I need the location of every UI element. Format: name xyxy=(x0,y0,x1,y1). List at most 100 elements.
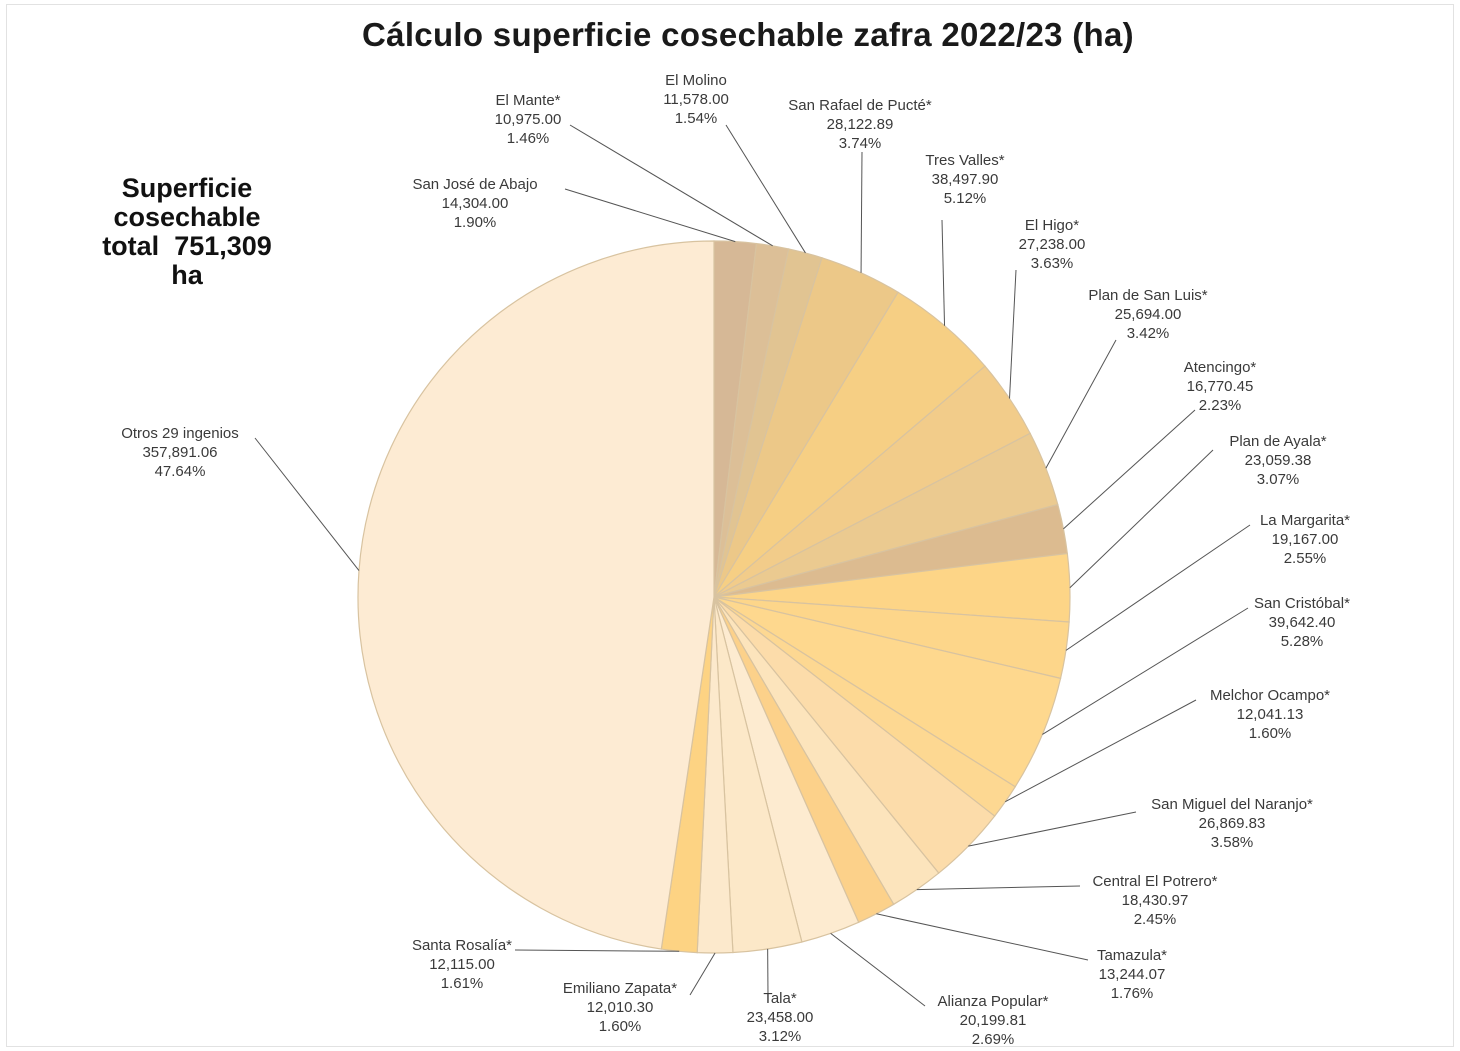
slice-label: Otros 29 ingenios 357,891.06 47.64% xyxy=(121,425,239,480)
slice-label: San Rafael de Pucté* 28,122.89 3.74% xyxy=(788,97,932,152)
leader-line xyxy=(1065,524,1251,651)
slice-label-name: San Rafael de Pucté* xyxy=(788,97,932,114)
leader-line xyxy=(1005,699,1197,803)
leader-line xyxy=(689,952,716,996)
slice-label: Melchor Ocampo* 12,041.13 1.60% xyxy=(1210,687,1330,742)
slice-label-value: 14,304.00 xyxy=(442,195,509,212)
slice-label-name: Tala* xyxy=(763,990,797,1007)
pie-slices xyxy=(357,240,1071,954)
slice-label-percent: 1.90% xyxy=(454,214,497,231)
slice-label-percent: 2.69% xyxy=(972,1031,1015,1048)
slice-label-name: El Higo* xyxy=(1025,217,1079,234)
pie-slice xyxy=(357,240,715,950)
total-line-3: total 751,309 xyxy=(70,232,304,261)
leader-line xyxy=(254,437,360,571)
slice-label-name: Atencingo* xyxy=(1184,359,1257,376)
total-area-box: Superficie cosechable total 751,309 ha xyxy=(70,174,304,290)
slice-label-value: 38,497.90 xyxy=(932,171,999,188)
slice-label-name: La Margarita* xyxy=(1260,512,1350,529)
slice-label: El Mante* 10,975.00 1.46% xyxy=(495,92,562,147)
slice-label: Central El Potrero* 18,430.97 2.45% xyxy=(1092,873,1217,928)
slice-label: Alianza Popular* 20,199.81 2.69% xyxy=(938,993,1049,1048)
leader-line xyxy=(1042,607,1249,735)
leader-line xyxy=(569,124,773,247)
total-line-1: Superficie xyxy=(121,173,253,203)
slice-label-value: 12,115.00 xyxy=(429,956,495,973)
slice-label: Emiliano Zapata* 12,010.30 1.60% xyxy=(563,980,677,1035)
slice-label-percent: 2.55% xyxy=(1284,550,1327,567)
slice-label-percent: 47.64% xyxy=(155,463,206,480)
slice-label-name: El Mante* xyxy=(495,92,560,109)
slice-label: San Cristóbal* 39,642.40 5.28% xyxy=(1254,595,1350,650)
slice-label-name: San José de Abajo xyxy=(412,176,537,193)
slice-label-percent: 3.07% xyxy=(1257,471,1300,488)
slice-label-percent: 5.28% xyxy=(1281,633,1324,650)
slice-label-percent: 1.54% xyxy=(675,110,718,127)
leader-line xyxy=(1009,269,1017,399)
slice-label-value: 26,869.83 xyxy=(1199,815,1266,832)
slice-label: Tres Valles* 38,497.90 5.12% xyxy=(925,152,1004,207)
leader-line xyxy=(876,913,1089,961)
slice-label: La Margarita* 19,167.00 2.55% xyxy=(1260,512,1350,567)
slice-label: San Miguel del Naranjo* 26,869.83 3.58% xyxy=(1151,796,1313,851)
total-value: 751,309 xyxy=(174,231,272,261)
total-line-4: ha xyxy=(171,260,203,290)
slice-label-value: 23,458.00 xyxy=(747,1009,814,1026)
leader-line xyxy=(830,932,926,1007)
slice-label: El Higo* 27,238.00 3.63% xyxy=(1019,217,1086,272)
leader-line xyxy=(1063,409,1196,530)
leader-lines xyxy=(254,124,1251,1007)
slice-label-value: 13,244.07 xyxy=(1099,966,1166,983)
slice-label-value: 10,975.00 xyxy=(495,111,562,128)
leader-line xyxy=(941,219,946,326)
slice-label-value: 19,167.00 xyxy=(1272,531,1339,548)
slice-label-value: 12,041.13 xyxy=(1237,706,1304,723)
slice-label-name: Emiliano Zapata* xyxy=(563,980,677,997)
slice-label-value: 18,430.97 xyxy=(1122,892,1189,909)
slice-label-name: Melchor Ocampo* xyxy=(1210,687,1330,704)
slice-label-name: Plan de San Luis* xyxy=(1088,287,1207,304)
slice-label-percent: 3.42% xyxy=(1127,325,1170,342)
slice-labels: Emiliano Zapata* 12,010.30 1.60% Tala* 23,45… xyxy=(121,72,1350,1048)
slice-label-value: 357,891.06 xyxy=(142,444,217,461)
slice-label-name: El Molino xyxy=(665,72,727,89)
slice-label-value: 12,010.30 xyxy=(587,999,654,1016)
slice-label: El Molino 11,578.00 1.54% xyxy=(663,72,729,127)
slice-label-value: 25,694.00 xyxy=(1115,306,1182,323)
slice-label-percent: 1.76% xyxy=(1111,985,1154,1002)
slice-label: Plan de San Luis* 25,694.00 3.42% xyxy=(1088,287,1207,342)
slice-label-percent: 1.61% xyxy=(441,975,484,992)
slice-label-value: 23,059.38 xyxy=(1245,452,1312,469)
slice-label-value: 39,642.40 xyxy=(1269,614,1336,631)
slice-label-percent: 3.63% xyxy=(1031,255,1074,272)
slice-label-percent: 2.23% xyxy=(1199,397,1242,414)
slice-label-percent: 1.60% xyxy=(1249,725,1292,742)
slice-label-name: Central El Potrero* xyxy=(1092,873,1217,890)
leader-line xyxy=(968,811,1137,847)
slice-label: San José de Abajo 14,304.00 1.90% xyxy=(412,176,537,231)
slice-label: Tamazula* 13,244.07 1.76% xyxy=(1097,947,1167,1002)
slice-label-percent: 5.12% xyxy=(944,190,987,207)
slice-label-name: Alianza Popular* xyxy=(938,993,1049,1010)
slice-label-percent: 3.12% xyxy=(759,1028,802,1045)
slice-label-name: Otros 29 ingenios xyxy=(121,425,239,442)
leader-line xyxy=(860,151,863,273)
slice-label-percent: 1.60% xyxy=(599,1018,642,1035)
slice-label-percent: 3.58% xyxy=(1211,834,1254,851)
slice-label-percent: 1.46% xyxy=(507,130,550,147)
total-line-2: cosechable xyxy=(113,202,261,232)
slice-label-percent: 2.45% xyxy=(1134,911,1177,928)
slice-label-value: 11,578.00 xyxy=(663,91,729,108)
slice-label-name: San Cristóbal* xyxy=(1254,595,1350,612)
chart-frame xyxy=(6,4,1454,1047)
slice-label-name: Tamazula* xyxy=(1097,947,1167,964)
slice-label: Tala* 23,458.00 3.12% xyxy=(747,990,814,1045)
slice-label-name: San Miguel del Naranjo* xyxy=(1151,796,1313,813)
leader-line xyxy=(1069,449,1214,589)
slice-label-name: Plan de Ayala* xyxy=(1229,433,1326,450)
leader-line xyxy=(725,124,806,254)
slice-label: Atencingo* 16,770.45 2.23% xyxy=(1184,359,1257,414)
slice-label-value: 20,199.81 xyxy=(960,1012,1027,1029)
slice-label: Santa Rosalía* 12,115.00 1.61% xyxy=(412,937,512,992)
